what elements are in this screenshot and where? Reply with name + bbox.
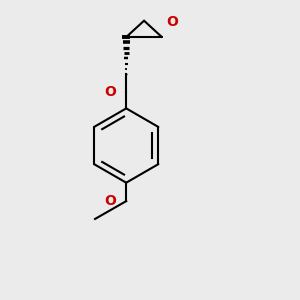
Text: O: O xyxy=(166,15,178,29)
Text: O: O xyxy=(104,85,116,99)
Text: O: O xyxy=(104,194,116,208)
